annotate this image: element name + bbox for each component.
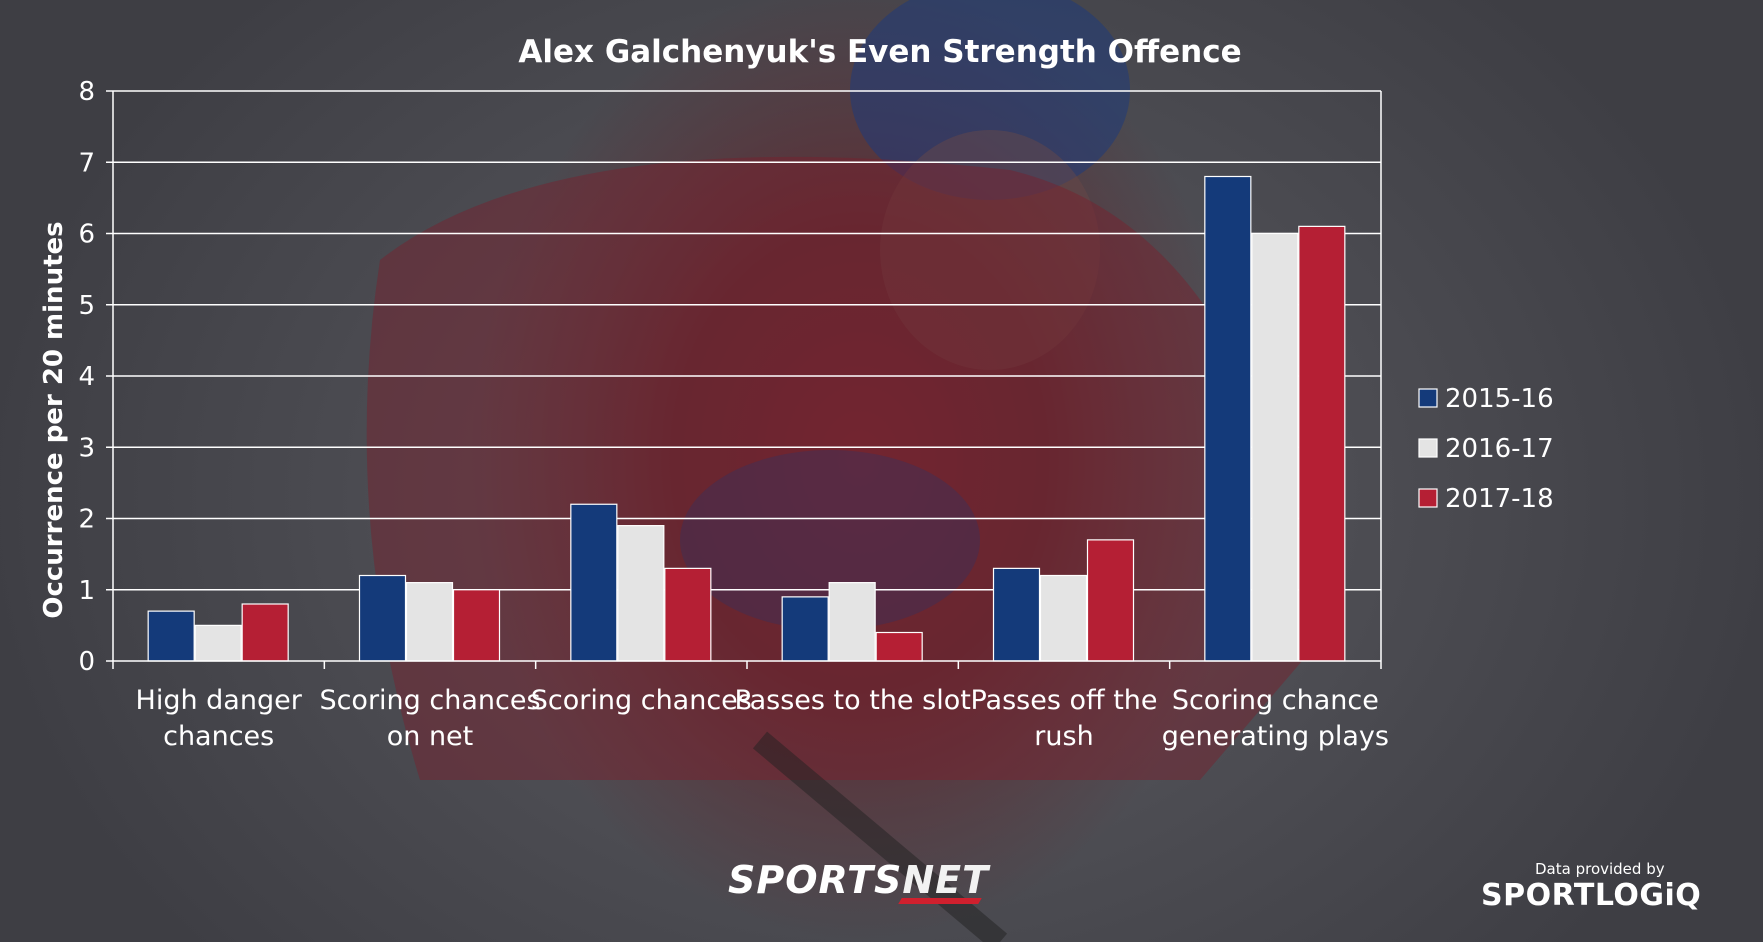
category-label: High danger [136,685,303,716]
y-tick-label: 8 [78,77,95,107]
chart-title: Alex Galchenyuk's Even Strength Offence [518,34,1241,70]
bar-2015-16-2 [570,503,618,662]
face-shape [880,130,1100,370]
y-axis-label: Occurrence per 20 minutes [39,221,69,618]
bar-2017-18-3 [875,631,923,662]
category-label: on net [387,721,474,752]
logo-shape [680,450,980,630]
bar-2017-18-2 [664,567,712,662]
bar-2017-18-5 [1298,225,1346,662]
category-label: Passes to the slot [735,685,971,716]
sportsnet-swoosh-icon [898,898,982,904]
bar-2017-18-4 [1086,539,1135,662]
y-tick-label: 3 [78,433,95,463]
y-tick-label: 1 [78,576,95,606]
y-tick-label: 4 [78,362,95,392]
bar-2017-18-1 [452,589,501,662]
bar-2016-17-4 [1039,574,1088,662]
y-tick-label: 2 [78,505,95,535]
y-tick-label: 6 [78,220,95,250]
sportlogiq-logo: SPORTLOGiQ [1481,878,1702,913]
bar-2016-17-1 [405,582,454,662]
category-label: Scoring chances [319,685,540,716]
bar-2015-16-3 [781,596,829,662]
bar-2015-16-4 [992,567,1041,662]
axes [112,91,1382,669]
gridlines [106,90,1381,662]
helmet-shape [850,0,1130,200]
data-provided-label: Data provided by [1535,860,1665,878]
category-label: Scoring chance [1172,685,1379,716]
bar-2017-18-0 [241,603,289,662]
legend-label: 2017-18 [1445,484,1554,514]
category-label: generating plays [1162,721,1389,752]
legend-swatch-2016-17 [1418,438,1438,458]
y-tick-labels: 0 1 2 3 4 5 6 7 8 [78,77,95,677]
bar-2016-17-3 [828,582,876,662]
bar-2015-16-5 [1204,175,1252,662]
y-tick-label: 7 [78,148,95,178]
sportsnet-logo: SPORTSNET [728,858,990,902]
category-labels: High danger chances Scoring chances on net S… [136,685,1389,752]
legend-label: 2016-17 [1445,434,1554,464]
bars [147,175,1346,662]
y-tick-label: 5 [78,291,95,321]
legend-swatch-2015-16 [1418,388,1438,408]
category-label: rush [1034,721,1093,752]
bar-2016-17-0 [194,624,242,662]
legend-swatch-2017-18 [1418,488,1438,508]
bar-2015-16-0 [147,610,195,662]
bar-2016-17-2 [617,525,665,662]
category-label: Passes off the [970,685,1157,716]
legend-label: 2015-16 [1445,384,1554,414]
y-tick-label: 0 [78,647,95,677]
legend: 2015-16 2016-17 2017-18 [1418,384,1554,514]
bar-2015-16-1 [358,574,407,662]
category-label: chances [163,721,274,752]
stick-shape [752,731,1008,942]
category-label: Scoring chances [531,685,752,716]
bar-2016-17-5 [1251,232,1299,662]
